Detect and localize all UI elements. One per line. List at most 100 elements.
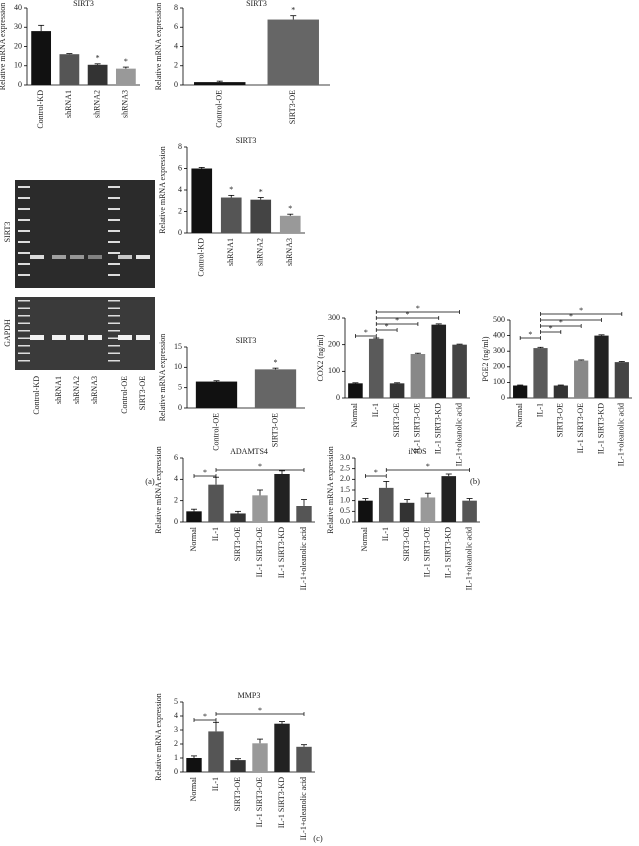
x-tick-label: IL-1 SIRT3-KD bbox=[596, 403, 605, 455]
ladder-band bbox=[18, 345, 30, 347]
y-tick-label: 2.5 bbox=[340, 463, 350, 472]
chart-title: SIRT3 bbox=[246, 0, 267, 8]
x-tick-label: IL-1 bbox=[535, 403, 544, 417]
significance: * bbox=[229, 185, 233, 194]
y-tick-label: 0.0 bbox=[340, 517, 350, 526]
significance: * bbox=[258, 706, 262, 715]
bar bbox=[195, 381, 238, 408]
band bbox=[52, 255, 66, 259]
blot-row-label: SIRT3 bbox=[3, 222, 12, 243]
significance: * bbox=[288, 204, 292, 213]
bar bbox=[250, 199, 272, 233]
x-tick-label: IL-1 bbox=[371, 403, 380, 417]
x-tick-label: SIRT3-OE bbox=[233, 777, 242, 811]
x-tick-label: IL-1 SIRT3-KD bbox=[277, 527, 286, 579]
y-tick-label: 3.0 bbox=[340, 453, 350, 462]
lane-label: shRNA3 bbox=[90, 376, 99, 404]
ladder-band bbox=[18, 307, 30, 309]
bar bbox=[267, 19, 319, 85]
y-tick-label: 6 bbox=[174, 22, 178, 31]
y-tick-label: 4 bbox=[174, 41, 178, 50]
significance: * bbox=[406, 310, 410, 319]
x-tick-label: SIRT3-OE bbox=[402, 527, 411, 561]
x-tick-label: IL-1 SIRT3-OE bbox=[255, 527, 264, 578]
y-axis-label: Relative mRNA expression bbox=[0, 3, 7, 91]
y-axis-label: COX2 (ng/ml) bbox=[316, 334, 325, 381]
ladder-band bbox=[108, 352, 120, 354]
chart-title: iNOS bbox=[408, 447, 426, 456]
ladder-band bbox=[18, 315, 30, 317]
y-tick-label: 2 bbox=[174, 495, 178, 504]
significance: * bbox=[203, 712, 207, 721]
significance: * bbox=[395, 316, 399, 325]
significance: * bbox=[258, 462, 262, 471]
band bbox=[88, 255, 102, 259]
y-tick-label: 0 bbox=[18, 80, 22, 89]
ladder-band bbox=[108, 322, 120, 324]
band bbox=[30, 335, 44, 340]
ladder-band bbox=[18, 186, 30, 188]
bar bbox=[87, 64, 108, 85]
x-tick-label: shRNA2 bbox=[92, 90, 101, 118]
bar bbox=[614, 362, 629, 398]
x-tick-label: Control-OE bbox=[211, 413, 220, 451]
significance: * bbox=[291, 6, 295, 15]
ladder-band bbox=[18, 197, 30, 199]
y-axis-label: Relative mRNA expression bbox=[154, 693, 163, 781]
y-tick-label: 0 bbox=[336, 393, 340, 402]
blot-gapdh bbox=[15, 297, 155, 370]
x-tick-label: IL-1 bbox=[381, 527, 390, 541]
bar bbox=[296, 746, 312, 772]
x-tick-label: SIRT3-OE bbox=[556, 403, 565, 437]
bar bbox=[59, 54, 80, 85]
bar bbox=[348, 383, 363, 398]
lane-label: Control-KD bbox=[32, 376, 41, 415]
band bbox=[136, 255, 150, 259]
chart-title: ADAMTS4 bbox=[230, 447, 268, 456]
ladder-band bbox=[108, 315, 120, 317]
ladder-band bbox=[18, 274, 30, 276]
bar bbox=[208, 484, 224, 522]
y-tick-label: 6 bbox=[178, 163, 182, 172]
ladder-band bbox=[18, 330, 30, 332]
ladder-band bbox=[108, 300, 120, 302]
significance: * bbox=[426, 462, 430, 471]
chart-title: MMP3 bbox=[238, 691, 261, 700]
y-axis-label: Relative mRNA expression bbox=[326, 446, 335, 534]
chart-title: SIRT3 bbox=[73, 0, 94, 8]
bar bbox=[574, 360, 589, 398]
band bbox=[30, 255, 44, 259]
bar bbox=[399, 502, 415, 522]
ladder-band bbox=[18, 252, 30, 254]
x-tick-label: IL-1+oleanolic acid bbox=[617, 403, 626, 466]
bar bbox=[594, 335, 609, 398]
x-tick-label: IL-1 SIRT3-OE bbox=[576, 403, 585, 454]
bar bbox=[420, 497, 436, 522]
bar bbox=[254, 369, 297, 408]
y-tick-label: 3 bbox=[174, 725, 178, 734]
blot-sirt3 bbox=[15, 180, 155, 288]
y-tick-label: 20 bbox=[14, 41, 22, 50]
y-tick-label: 500 bbox=[493, 315, 505, 324]
y-tick-label: 400 bbox=[493, 330, 505, 339]
blot-row-label: GAPDH bbox=[3, 319, 12, 347]
x-tick-label: IL-1 bbox=[211, 527, 220, 541]
ladder-band bbox=[18, 230, 30, 232]
lane-label: shRNA2 bbox=[72, 376, 81, 404]
bar bbox=[230, 760, 246, 772]
x-tick-label: shRNA3 bbox=[121, 90, 130, 118]
y-axis-label: Relative mRNA expression bbox=[158, 334, 167, 422]
y-tick-label: 300 bbox=[328, 313, 340, 322]
bar bbox=[230, 513, 246, 522]
y-tick-label: 0.5 bbox=[340, 506, 350, 515]
significance: * bbox=[203, 468, 207, 477]
x-tick-label: shRNA2 bbox=[256, 238, 265, 266]
x-tick-label: SIRT3-OE bbox=[270, 413, 279, 447]
x-tick-label: IL-1+oleanolic acid bbox=[299, 527, 308, 590]
bar bbox=[513, 385, 528, 398]
ladder-band bbox=[108, 337, 120, 339]
bar bbox=[274, 474, 290, 522]
significance: * bbox=[385, 322, 389, 331]
ladder-band bbox=[108, 263, 120, 265]
x-tick-label: IL-1 SIRT3-KD bbox=[434, 403, 443, 455]
